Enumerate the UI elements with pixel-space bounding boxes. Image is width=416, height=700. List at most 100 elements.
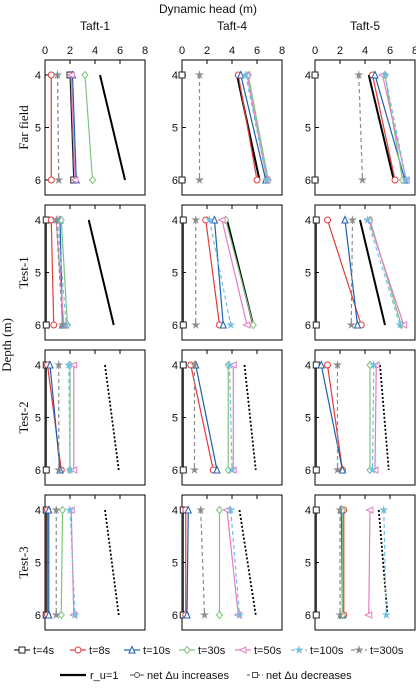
panel-frame bbox=[314, 59, 416, 196]
series-point bbox=[179, 466, 187, 474]
row-label: Test-1 bbox=[16, 256, 31, 288]
legend-marker bbox=[354, 645, 364, 654]
series-point bbox=[335, 505, 345, 514]
y-tick-label: 6 bbox=[35, 610, 41, 622]
series-point bbox=[346, 320, 356, 329]
legend-marker bbox=[294, 645, 304, 654]
series-point bbox=[391, 176, 399, 184]
x-tick-label: 2 bbox=[337, 45, 343, 57]
series-line bbox=[200, 509, 206, 616]
series-point bbox=[312, 321, 320, 329]
legend-entry: t=10s bbox=[143, 645, 171, 657]
y-tick-label: 5 bbox=[172, 268, 178, 280]
series-point bbox=[51, 215, 61, 224]
series-point bbox=[312, 216, 320, 224]
legend-entry: t=50s bbox=[254, 645, 282, 657]
y-tick-label: 5 bbox=[305, 413, 311, 425]
series-point bbox=[70, 176, 79, 184]
reference-line bbox=[359, 219, 386, 326]
y-tick-label: 5 bbox=[172, 558, 178, 570]
y-tick-label: 4 bbox=[35, 360, 41, 372]
series-point bbox=[210, 215, 219, 224]
series-line bbox=[55, 219, 64, 326]
series-line bbox=[60, 219, 69, 326]
series-point bbox=[191, 320, 201, 329]
series-line bbox=[358, 74, 364, 181]
series-point bbox=[312, 611, 320, 619]
y-tick-label: 4 bbox=[172, 360, 178, 372]
series-line bbox=[320, 364, 344, 471]
series-line bbox=[69, 509, 76, 616]
series-line bbox=[383, 509, 387, 616]
series-point bbox=[347, 215, 358, 224]
series-point bbox=[66, 71, 75, 79]
panel: 4 5 6 bbox=[305, 204, 416, 341]
panel-frame bbox=[181, 494, 283, 631]
y-tick-label: 5 bbox=[305, 558, 311, 570]
panel: 4 5 6 bbox=[35, 204, 146, 341]
series-point bbox=[364, 611, 373, 619]
series-line bbox=[70, 74, 76, 181]
series-point bbox=[57, 610, 65, 620]
legend-entry: r_u=1 bbox=[90, 670, 118, 682]
series-line bbox=[384, 74, 407, 181]
series-point bbox=[332, 360, 343, 369]
series-line bbox=[225, 219, 254, 326]
series-point bbox=[311, 176, 319, 184]
series-line bbox=[213, 219, 224, 326]
panel-grid: Taft-1 Taft-4 Taft-5 Far field 0 2 4 6 8 4 5 6 0 2 4 6 8… bbox=[16, 19, 416, 631]
series-point bbox=[42, 321, 50, 329]
series-point bbox=[367, 465, 378, 474]
reference-line bbox=[104, 364, 120, 471]
series-point bbox=[178, 71, 186, 79]
panel: 0 2 4 6 8 4 5 6 bbox=[172, 45, 285, 196]
legend-marker bbox=[183, 645, 191, 655]
series-point bbox=[47, 176, 55, 184]
row-label: Far field bbox=[16, 105, 31, 150]
legend-marker bbox=[128, 645, 136, 654]
panel: 0 2 4 6 8 4 5 6 bbox=[35, 45, 148, 196]
panel-frame bbox=[314, 349, 416, 486]
series-line bbox=[247, 74, 269, 181]
legend-marker bbox=[238, 646, 247, 654]
series-line bbox=[245, 74, 268, 181]
series-point bbox=[234, 610, 245, 619]
series-point bbox=[399, 321, 408, 329]
x-tick-label: 4 bbox=[229, 45, 235, 57]
legend-entry: t=300s bbox=[370, 645, 404, 657]
series-point bbox=[228, 361, 237, 369]
series-point bbox=[178, 176, 186, 184]
series-point bbox=[338, 465, 347, 474]
column-title: Taft-5 bbox=[350, 19, 380, 33]
series-point bbox=[324, 361, 331, 369]
legend-marker bbox=[74, 646, 82, 654]
series-point bbox=[213, 465, 221, 474]
y-tick-label: 4 bbox=[305, 360, 311, 372]
series-point bbox=[88, 175, 97, 185]
series-point bbox=[57, 320, 68, 329]
series-point bbox=[395, 320, 405, 329]
y-tick-label: 4 bbox=[172, 215, 178, 227]
series-point bbox=[217, 216, 226, 224]
x-tick-label: 6 bbox=[387, 45, 393, 57]
series-point bbox=[241, 70, 251, 79]
y-tick-label: 4 bbox=[305, 70, 311, 82]
series-line bbox=[68, 364, 71, 471]
series-line bbox=[208, 219, 232, 326]
series-point bbox=[64, 360, 74, 369]
series-point bbox=[371, 70, 379, 79]
series-point bbox=[242, 321, 251, 329]
panel-frame bbox=[181, 204, 283, 341]
series-point bbox=[44, 505, 53, 514]
series-point bbox=[204, 215, 215, 224]
series-line bbox=[240, 74, 267, 181]
series-point bbox=[335, 610, 345, 619]
series-point bbox=[357, 175, 368, 184]
series-line bbox=[56, 219, 67, 326]
x-tick-label: 6 bbox=[117, 45, 123, 57]
series-line bbox=[368, 509, 371, 616]
series-line bbox=[50, 219, 55, 326]
reference-line bbox=[104, 509, 120, 616]
series-point bbox=[189, 360, 200, 369]
y-tick-label: 6 bbox=[172, 320, 178, 332]
